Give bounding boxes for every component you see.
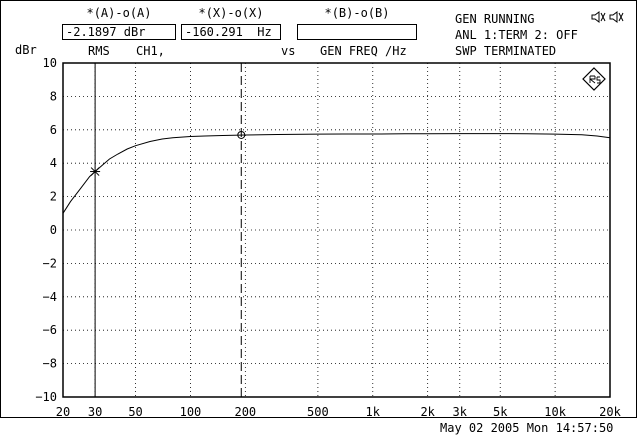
cursor-markers <box>90 130 246 176</box>
status-anl: ANL 1:TERM 2: OFF <box>455 28 578 42</box>
y-tick-label: −8 <box>43 357 57 371</box>
series-layer <box>62 133 611 214</box>
status-gen: GEN RUNNING <box>455 12 535 26</box>
x-tick-label: 5k <box>493 405 508 419</box>
rohde-schwarz-logo-icon <box>582 67 606 91</box>
x-tick-label: 200 <box>234 405 256 419</box>
y-tick-label: −10 <box>35 390 57 404</box>
y-unit-label: dBr <box>15 43 37 57</box>
x-tick-label: 2k <box>420 405 435 419</box>
y-tick-label: 4 <box>50 156 57 170</box>
x-tick-label: 100 <box>180 405 202 419</box>
tick-labels: 20 30 50 100 200 500 1k 2k 3k 5k 10k 20k1086420−2−4… <box>35 56 621 419</box>
x-tick-label: 10k <box>544 405 566 419</box>
x-tick-label: 20k <box>599 405 621 419</box>
x-tick-label: 50 <box>128 405 142 419</box>
x-tick-label: 20 <box>56 405 70 419</box>
y-tick-label: 10 <box>43 56 57 70</box>
x-tick-label: 3k <box>453 405 468 419</box>
measure-mode: RMS <box>88 44 110 58</box>
readout-a-value: -2.1897 dBr <box>62 24 176 40</box>
readout-b-label: *(B)-o(B) <box>324 6 390 20</box>
readout-a-label: *(A)-o(A) <box>86 6 152 20</box>
y-tick-label: 8 <box>50 89 57 103</box>
readout-x-value: -160.291 Hz <box>181 24 281 40</box>
y-tick-label: −6 <box>43 323 57 337</box>
x-tick-label: 1k <box>366 405 381 419</box>
y-tick-label: 6 <box>50 123 57 137</box>
y-tick-label: −2 <box>43 256 57 270</box>
timestamp: May 02 2005 Mon 14:57:50 <box>440 421 614 435</box>
y-tick-label: 0 <box>50 223 57 237</box>
y-tick-label: −4 <box>43 290 57 304</box>
x-quantity-label: GEN FREQ /Hz <box>320 44 407 58</box>
measure-channel: CH1, <box>136 44 165 58</box>
status-sweep: SWP TERMINATED <box>455 44 557 58</box>
cursor-marker-circle <box>237 130 246 139</box>
x-tick-label: 30 <box>88 405 102 419</box>
cursor-lines <box>94 63 242 397</box>
grid <box>63 63 610 397</box>
speaker-muted-icon <box>591 11 624 23</box>
readout-b-value <box>297 24 417 40</box>
x-tick-label: 500 <box>307 405 329 419</box>
y-tick-label: 2 <box>50 190 57 204</box>
readout-x-label: *(X)-o(X) <box>198 6 264 20</box>
cursor-marker-star <box>90 167 101 176</box>
screen-frame <box>0 0 637 418</box>
series-line <box>62 133 611 214</box>
versus-label: vs <box>281 44 296 58</box>
